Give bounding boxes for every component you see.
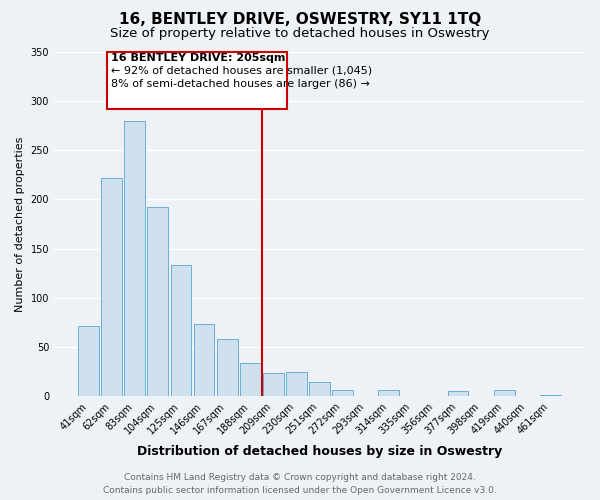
Text: Size of property relative to detached houses in Oswestry: Size of property relative to detached ho… xyxy=(110,28,490,40)
Bar xyxy=(124,122,145,396)
Bar xyxy=(217,339,238,396)
Bar xyxy=(494,390,515,396)
Bar xyxy=(286,372,307,396)
FancyBboxPatch shape xyxy=(107,52,287,108)
Bar xyxy=(101,178,122,396)
X-axis label: Distribution of detached houses by size in Oswestry: Distribution of detached houses by size … xyxy=(137,444,502,458)
Text: Contains HM Land Registry data © Crown copyright and database right 2024.
Contai: Contains HM Land Registry data © Crown c… xyxy=(103,474,497,495)
Text: ← 92% of detached houses are smaller (1,045)
8% of semi-detached houses are larg: ← 92% of detached houses are smaller (1,… xyxy=(110,66,371,90)
Bar xyxy=(170,266,191,396)
Bar xyxy=(78,326,99,396)
Y-axis label: Number of detached properties: Number of detached properties xyxy=(15,136,25,312)
Bar xyxy=(194,324,214,396)
Text: 16 BENTLEY DRIVE: 205sqm: 16 BENTLEY DRIVE: 205sqm xyxy=(110,54,285,64)
Bar xyxy=(148,207,168,396)
Bar xyxy=(263,372,284,396)
Bar xyxy=(309,382,330,396)
Bar xyxy=(240,363,260,396)
Bar xyxy=(448,392,469,396)
Bar xyxy=(332,390,353,396)
Bar xyxy=(379,390,399,396)
Text: 16, BENTLEY DRIVE, OSWESTRY, SY11 1TQ: 16, BENTLEY DRIVE, OSWESTRY, SY11 1TQ xyxy=(119,12,481,28)
